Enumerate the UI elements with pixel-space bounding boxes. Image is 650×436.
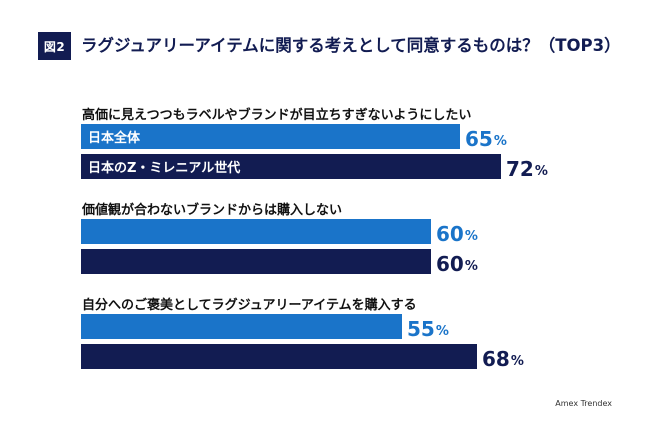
chart-title: ラグジュアリーアイテムに関する考えとして同意するものは？（TOP3） [81,36,621,55]
group-label: 自分へのご褒美としてラグジュアリーアイテムを購入する [82,298,417,313]
data-label: 60% [436,252,478,276]
data-label: 55% [407,317,449,341]
data-label: 60% [436,222,478,246]
data-label: 65% [465,127,507,151]
bar-gen-z-millennial [81,344,477,369]
source-credit: Amex Trendex [555,399,612,408]
bar-japan-overall: 日本全体 [81,124,460,149]
bar-gen-z-millennial [81,249,431,274]
bar-japan-overall [81,219,431,244]
bar-gen-z-millennial: 日本のZ・ミレニアル世代 [81,154,501,179]
series-label: 日本のZ・ミレニアル世代 [88,161,241,176]
data-label: 68% [482,347,524,371]
group-label: 価値観が合わないブランドからは購入しない [82,203,343,218]
figure-badge: 図2 [38,32,71,60]
group-label: 高価に見えつつもラベルやブランドが目立ちすぎないようにしたい [82,108,472,123]
bar-japan-overall [81,314,402,339]
data-label: 72% [506,157,548,181]
series-label: 日本全体 [88,131,141,146]
